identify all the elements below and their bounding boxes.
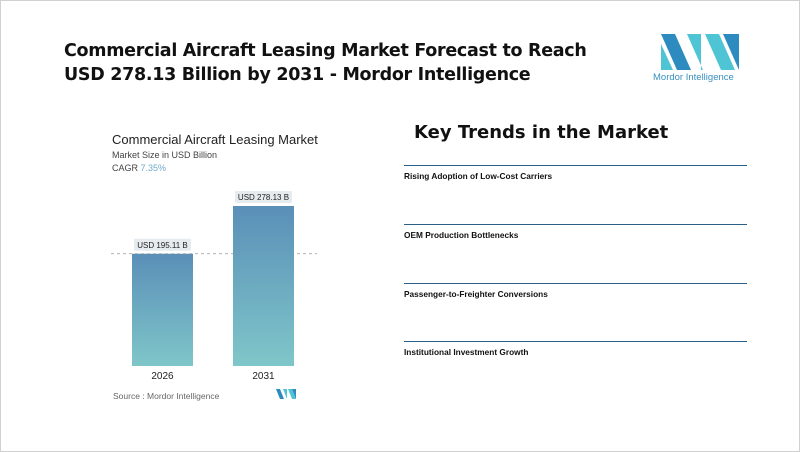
page-title: Commercial Aircraft Leasing Market Forec… [64,41,587,85]
data-label-bg [235,191,292,203]
trend-item: OEM Production Bottlenecks [404,224,747,240]
bar-2031 [233,206,294,366]
cagr: CAGR 7.35% [112,163,166,173]
cagr-label: CAGR [112,163,139,173]
trend-item: Institutional Investment Growth [404,341,747,357]
x-tick-label: 2026 [151,371,174,382]
logo-text: Mordor Intelligence [653,72,734,83]
trend-item: Passenger-to-Freighter Conversions [404,283,747,299]
source-logo-icon [276,389,296,399]
key-trends-title: Key Trends in the Market [414,122,669,143]
data-label: USD 278.13 B [238,193,289,202]
data-label: USD 195.11 B [137,241,188,250]
cagr-value: 7.35% [140,163,167,173]
trend-item: Rising Adoption of Low-Cost Carriers [404,165,747,181]
x-tick-label: 2031 [252,371,275,382]
chart-title: Commercial Aircraft Leasing Market [112,132,318,147]
chart-source: Source : Mordor Intelligence [113,391,220,401]
bar-2026 [132,253,193,366]
data-label-bg [134,238,191,251]
chart-subtitle: Market Size in USD Billion [112,150,218,160]
mordor-logo-icon [661,34,739,70]
